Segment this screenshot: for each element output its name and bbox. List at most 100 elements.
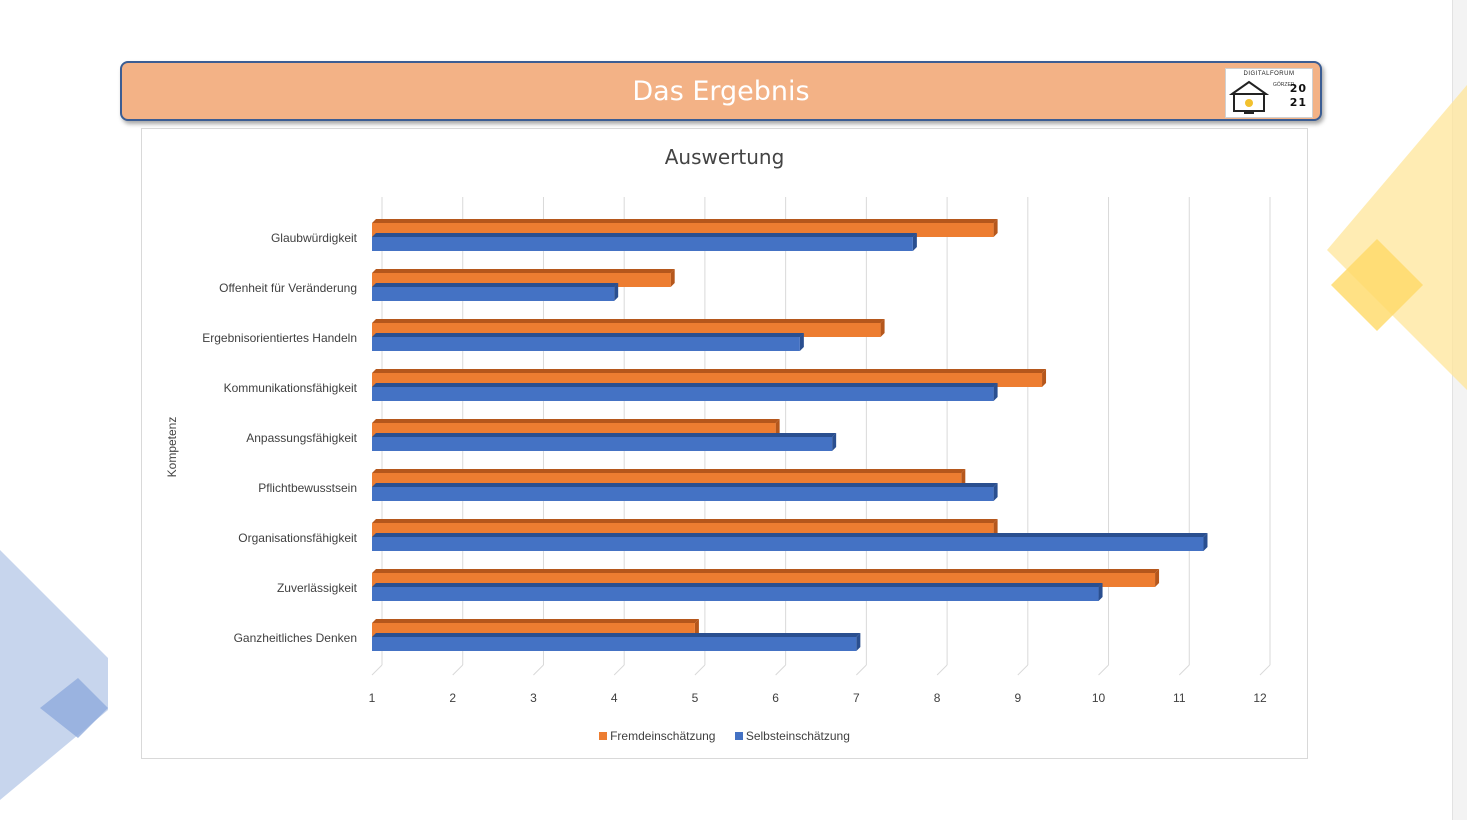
bar-fremd-side xyxy=(670,269,675,287)
legend: Fremdeinschätzung Selbsteinschätzung xyxy=(142,729,1307,743)
bar-selbst-side xyxy=(1098,583,1103,601)
gridline-floor xyxy=(775,664,786,676)
digitalforum-logo: DIGITALFORUM GÖRZER 20 21 xyxy=(1225,68,1313,118)
bar-selbst xyxy=(372,337,800,351)
bar-selbst-side xyxy=(1203,533,1208,551)
bar-selbst xyxy=(372,637,857,651)
bar-selbst xyxy=(372,537,1204,551)
chart-area: Auswertung Kompetenz Glaubwürdigkeit Offe… xyxy=(141,128,1308,759)
bar-fremd-top xyxy=(372,319,885,323)
legend-swatch-selbst xyxy=(734,732,743,740)
bar-fremd-top xyxy=(372,269,675,273)
bar-fremd-top xyxy=(372,469,966,473)
legend-label-fremd: Fremdeinschätzung xyxy=(610,729,716,743)
bar-selbst-side xyxy=(993,383,998,401)
decor-yellow-diamond-small xyxy=(1331,239,1423,331)
gridline-floor xyxy=(1017,664,1029,676)
category-label: Zuverlässigkeit xyxy=(276,581,357,595)
bar-selbst-top xyxy=(372,433,837,437)
monitor-house-icon xyxy=(1228,80,1270,114)
bar-selbst-top xyxy=(372,283,619,287)
x-tick-label: 9 xyxy=(1014,691,1022,705)
bar-selbst-side xyxy=(614,283,619,301)
gridline-floor xyxy=(694,664,706,676)
bar-fremd-top xyxy=(372,369,1047,373)
decor-blue-shapes xyxy=(0,550,108,800)
gridline-floor xyxy=(1098,664,1109,676)
bar-fremd-side xyxy=(880,319,885,337)
x-tick-label: 7 xyxy=(853,691,860,705)
bar-selbst xyxy=(372,237,913,251)
bar-fremd-side xyxy=(961,469,966,487)
bar-fremd-side xyxy=(1042,369,1047,387)
bar-fremd-top xyxy=(372,569,1160,573)
gridline-floor xyxy=(1259,664,1271,676)
category-label: Offenheit für Veränderung xyxy=(219,281,357,295)
category-label: Pflichtbewusstsein xyxy=(258,481,357,495)
x-tick-label: 1 xyxy=(368,691,376,705)
bar-fremd-side xyxy=(775,419,780,437)
decor-yellow-shapes xyxy=(1327,85,1467,390)
x-tick-label: 11 xyxy=(1173,691,1186,705)
bar-selbst-side xyxy=(993,483,998,501)
bar-selbst-side xyxy=(912,233,917,251)
x-tick-label: 10 xyxy=(1091,691,1106,705)
bar-selbst-side xyxy=(832,433,837,451)
category-label: Glaubwürdigkeit xyxy=(270,231,357,245)
decor-blue-diamond-small xyxy=(40,678,108,738)
bar-selbst-top xyxy=(372,333,804,337)
legend-item-fremd: Fremdeinschätzung xyxy=(599,729,715,743)
legend-label-selbst: Selbsteinschätzung xyxy=(745,729,850,743)
bar-selbst-side xyxy=(856,633,861,651)
bar-selbst xyxy=(372,387,994,401)
gridline-floor xyxy=(452,664,464,676)
bar-selbst-top xyxy=(372,483,998,487)
title-banner: Das Ergebnis xyxy=(120,61,1322,121)
bar-selbst-top xyxy=(372,233,917,237)
bar-fremd-top xyxy=(372,219,998,223)
decor-blue-diamond-large xyxy=(0,550,108,800)
x-tick-label: 5 xyxy=(691,691,699,705)
bar-selbst xyxy=(372,587,1099,601)
gridline-floor xyxy=(533,664,544,676)
bar-fremd-top xyxy=(372,419,780,423)
plot-svg xyxy=(371,197,1271,676)
bar-fremd-side xyxy=(993,219,998,237)
bar-fremd-side xyxy=(993,519,998,537)
category-label: Ganzheitliches Denken xyxy=(233,631,357,645)
gridline-floor xyxy=(856,664,867,676)
gridline-floor xyxy=(1178,664,1190,676)
bar-selbst xyxy=(372,287,615,301)
legend-item-selbst: Selbsteinschätzung xyxy=(734,729,850,743)
chart-title: Auswertung xyxy=(664,145,785,169)
bar-selbst-top xyxy=(372,633,861,637)
bar-selbst xyxy=(372,487,994,501)
x-tick-label: 3 xyxy=(530,691,537,705)
bar-selbst-side xyxy=(799,333,804,351)
x-tick-label: 2 xyxy=(449,691,457,705)
bar-fremd-top xyxy=(372,619,699,623)
page-title: Das Ergebnis xyxy=(632,76,810,107)
x-tick-label: 4 xyxy=(610,691,618,705)
gridline-floor xyxy=(613,664,625,676)
x-tick-label: 8 xyxy=(933,691,941,705)
bar-fremd-side xyxy=(1155,569,1160,587)
bar-selbst-top xyxy=(372,383,998,387)
x-tick-label: 6 xyxy=(772,691,779,705)
bar-fremd-top xyxy=(372,519,998,523)
category-label: Anpassungsfähigkeit xyxy=(246,431,357,445)
bar-selbst xyxy=(372,437,833,451)
gridline-floor xyxy=(936,664,948,676)
bar-selbst-top xyxy=(372,533,1208,537)
category-label: Kommunikationsfähigkeit xyxy=(223,381,357,395)
category-label: Organisationsfähigkeit xyxy=(238,531,357,545)
decor-yellow-diamond-large xyxy=(1327,85,1467,390)
logo-top-text: DIGITALFORUM xyxy=(1243,71,1295,77)
logo-year-bottom: 21 xyxy=(1289,96,1307,109)
bar-fremd-side xyxy=(694,619,699,637)
logo-year-top: 20 xyxy=(1289,82,1307,95)
gridline-floor xyxy=(371,664,383,676)
x-tick-label: 12 xyxy=(1253,691,1267,705)
legend-swatch-fremd xyxy=(599,732,608,740)
bar-selbst-top xyxy=(372,583,1103,587)
